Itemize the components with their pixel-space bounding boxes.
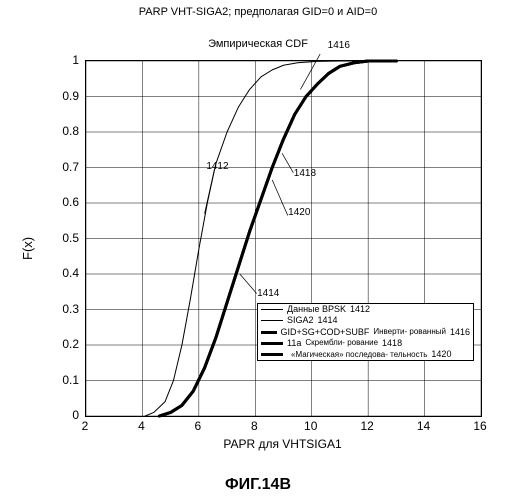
callout-1412: 1412 <box>206 161 228 172</box>
legend-callout: 1416 <box>450 327 470 338</box>
callout-1418: 1418 <box>294 168 316 179</box>
xtick-label: 4 <box>138 419 145 433</box>
legend-note: Инверти- рованный <box>373 327 446 337</box>
callout-1420: 1420 <box>288 207 310 218</box>
callout-1416: 1416 <box>328 40 350 51</box>
legend-entry: 11a Скрембли- рование 1418 <box>258 338 473 349</box>
ytick-label: 0.6 <box>51 195 79 209</box>
legend-swatch <box>261 309 283 310</box>
ytick-label: 0 <box>51 408 79 422</box>
ytick-label: 0.4 <box>51 266 79 280</box>
xtick-label: 6 <box>195 419 202 433</box>
xtick-label: 2 <box>82 419 89 433</box>
legend-callout: 1418 <box>382 338 402 349</box>
plot-svg <box>86 61 481 416</box>
legend-callout: 1414 <box>318 315 338 326</box>
figure-root: PARP VHT-SIGA2; предполагая GID=0 и AID=… <box>0 0 516 500</box>
legend-entry: Данные BPSK 1412 <box>258 304 473 315</box>
plot-area <box>85 60 482 417</box>
xtick-label: 8 <box>251 419 258 433</box>
legend-swatch <box>261 353 283 356</box>
xtick-label: 14 <box>417 419 430 433</box>
y-axis-label: F(x) <box>20 237 35 260</box>
legend-label-text: GID+SG+COD+SUBF <box>281 327 370 338</box>
legend-callout: 1412 <box>350 304 370 315</box>
legend-label-text: SIGA2 <box>287 315 314 326</box>
legend-entry: SIGA2 1414 <box>258 315 473 326</box>
figure-number: ФИГ.14B <box>0 476 516 494</box>
x-axis-label: PAPR для VHTSIGA1 <box>85 437 480 451</box>
figure-subtitle: Эмпирическая CDF <box>0 38 516 50</box>
legend-label-text: Данные BPSK <box>287 304 346 315</box>
callout-1414: 1414 <box>257 288 279 299</box>
ytick-label: 0.8 <box>51 124 79 138</box>
xtick-label: 12 <box>360 419 373 433</box>
xtick-label: 16 <box>473 419 486 433</box>
xtick-label: 10 <box>304 419 317 433</box>
ytick-label: 0.2 <box>51 337 79 351</box>
legend-note: Скрембли- рование <box>305 338 378 348</box>
ytick-label: 0.5 <box>51 231 79 245</box>
ytick-label: 0.3 <box>51 302 79 316</box>
legend-swatch <box>261 342 283 345</box>
legend: Данные BPSK 1412 SIGA2 1414GID+SG+COD+SUBFИ… <box>257 303 474 361</box>
figure-title: PARP VHT-SIGA2; предполагая GID=0 и AID=… <box>0 6 516 18</box>
legend-entry: «Магическая» последова- тельность 1420 <box>258 349 473 360</box>
legend-entry: GID+SG+COD+SUBFИнверти- рованный 1416 <box>258 327 473 338</box>
legend-note: «Магическая» последова- тельность <box>291 350 427 360</box>
legend-swatch <box>261 320 283 321</box>
ytick-label: 0.7 <box>51 160 79 174</box>
legend-callout: 1420 <box>431 349 451 360</box>
legend-label-text: 11a <box>287 338 301 349</box>
legend-swatch <box>261 331 277 334</box>
ytick-label: 0.1 <box>51 373 79 387</box>
ytick-label: 0.9 <box>51 89 79 103</box>
ytick-label: 1 <box>51 53 79 67</box>
